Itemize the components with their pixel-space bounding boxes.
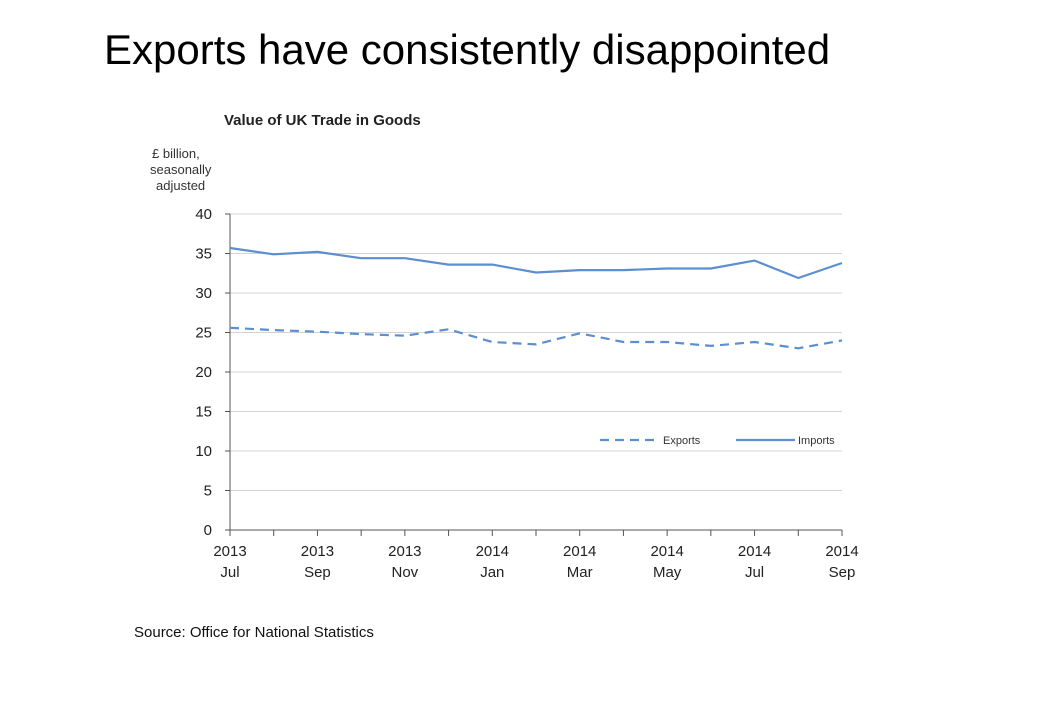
x-tick-year: 2013: [388, 543, 421, 560]
y-tick-label: 5: [204, 483, 212, 500]
y-axis-label-line: £ billion,: [152, 146, 200, 161]
y-axis-label: £ billion, seasonally adjusted: [150, 146, 212, 193]
x-tick-year: 2014: [825, 543, 858, 560]
y-tick-label: 10: [195, 443, 212, 460]
x-tick-month: Jul: [220, 564, 239, 581]
y-tick-labels: 0 5 10 15 20 25 30 35 40: [195, 206, 212, 539]
x-tick-year: 2013: [213, 543, 246, 560]
gridlines: [225, 213, 842, 531]
y-tick-label: 15: [195, 404, 212, 421]
y-tick-label: 0: [204, 522, 212, 539]
y-tick-label: 30: [195, 285, 212, 302]
legend: Exports Imports: [600, 435, 835, 447]
x-tick-month: Jul: [745, 564, 764, 581]
x-tick-year: 2014: [650, 543, 683, 560]
y-axis-label-line: seasonally: [150, 162, 212, 177]
x-tick-month: May: [653, 564, 682, 581]
x-tick-month: Jan: [480, 564, 504, 581]
x-tick-month: Nov: [392, 564, 419, 581]
imports-series-line: [229, 246, 843, 280]
x-tick-month: Mar: [567, 564, 593, 581]
series: [229, 246, 843, 350]
x-tick-year: 2014: [476, 543, 509, 560]
x-tick-month: Sep: [304, 564, 331, 581]
y-tick-label: 35: [195, 246, 212, 263]
slide-title: Exports have consistently disappointed: [104, 26, 831, 73]
x-tick-year: 2013: [301, 543, 334, 560]
x-tick-year: 2014: [738, 543, 771, 560]
x-tick-month: Sep: [829, 564, 856, 581]
y-tick-label: 40: [195, 206, 212, 223]
legend-imports-label: Imports: [798, 435, 835, 447]
x-tick-year: 2014: [563, 543, 596, 560]
source-note: Source: Office for National Statistics: [134, 624, 374, 641]
y-tick-label: 20: [195, 364, 212, 381]
axes: [229, 214, 843, 536]
chart-title: Value of UK Trade in Goods: [224, 112, 421, 129]
x-tick-labels: 2013 Jul 2013 Sep 2013 Nov 2014 Jan 2014 Mar 2014 M…: [213, 543, 858, 581]
y-axis-label-line: adjusted: [156, 178, 205, 193]
legend-exports-label: Exports: [663, 435, 701, 447]
exports-series-line: [229, 326, 843, 350]
y-tick-label: 25: [195, 325, 212, 342]
